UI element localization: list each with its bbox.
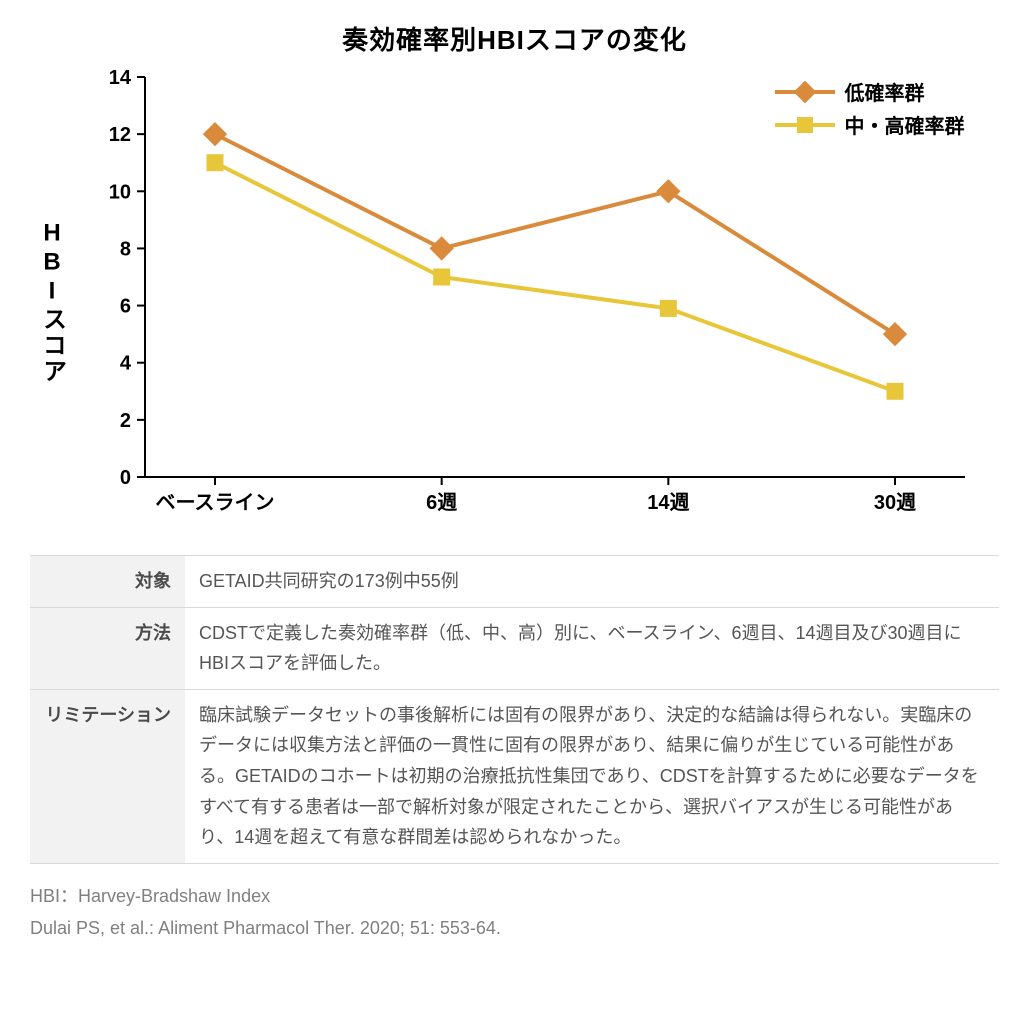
svg-text:10: 10: [108, 181, 130, 203]
legend-marker: [775, 82, 835, 102]
legend-label: 中・高確率群: [845, 110, 965, 139]
footnote-line: Dulai PS, et al.: Aliment Pharmacol Ther…: [30, 912, 999, 944]
y-axis-label: HBIスコア: [35, 220, 70, 385]
row-label: 方法: [30, 607, 185, 689]
svg-text:6: 6: [119, 296, 130, 318]
svg-text:4: 4: [119, 353, 131, 375]
svg-text:12: 12: [108, 124, 130, 146]
legend-label: 低確率群: [845, 77, 925, 106]
svg-text:30週: 30週: [873, 491, 915, 514]
svg-text:0: 0: [119, 467, 130, 489]
svg-text:14週: 14週: [647, 491, 689, 514]
diamond-icon: [793, 80, 816, 103]
legend-item: 低確率群: [775, 77, 965, 106]
table-row: リミテーション臨床試験データセットの事後解析には固有の限界があり、決定的な結論は…: [30, 689, 999, 863]
chart-container: HBIスコア 0 2 4 6 8 10 12 14 ベースライン 6週 14週 30週 低確率群中・高…: [35, 67, 995, 537]
legend-item: 中・高確率群: [775, 110, 965, 139]
footnote-line: HBI：Harvey-Bradshaw Index: [30, 880, 999, 912]
table-row: 対象GETAID共同研究の173例中55例: [30, 556, 999, 608]
row-label: 対象: [30, 556, 185, 608]
description-table: 対象GETAID共同研究の173例中55例方法CDSTで定義した奏効確率群（低、…: [30, 555, 999, 864]
row-label: リミテーション: [30, 689, 185, 863]
legend: 低確率群中・高確率群: [775, 77, 965, 143]
svg-text:2: 2: [119, 410, 130, 432]
chart-title: 奏効確率別HBIスコアの変化: [30, 20, 999, 57]
svg-text:8: 8: [119, 238, 130, 260]
row-text: CDSTで定義した奏効確率群（低、中、高）別に、ベースライン、6週目、14週目及…: [185, 607, 999, 689]
svg-text:6週: 6週: [426, 491, 457, 514]
table-row: 方法CDSTで定義した奏効確率群（低、中、高）別に、ベースライン、6週目、14週…: [30, 607, 999, 689]
footnotes: HBI：Harvey-Bradshaw IndexDulai PS, et al…: [30, 880, 999, 945]
legend-marker: [775, 115, 835, 135]
row-text: 臨床試験データセットの事後解析には固有の限界があり、決定的な結論は得られない。実…: [185, 689, 999, 863]
svg-text:14: 14: [108, 67, 131, 89]
svg-text:ベースライン: ベースライン: [155, 492, 274, 514]
row-text: GETAID共同研究の173例中55例: [185, 556, 999, 608]
square-icon: [797, 117, 813, 133]
